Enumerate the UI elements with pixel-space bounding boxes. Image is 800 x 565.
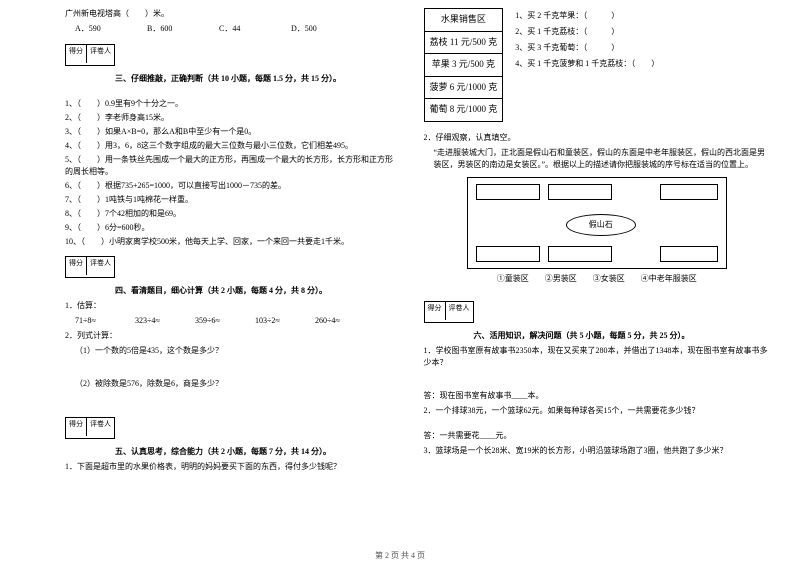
score-box-4: 得分 评卷人	[65, 256, 115, 278]
score-label: 得分	[66, 45, 87, 63]
section-5-title: 五、认真思考，综合能力（共 2 小题，每题 7 分，共 14 分）。	[65, 446, 331, 458]
fruit-row: 苹果 3 元/500 克	[424, 54, 503, 77]
tv-choices: A．590 B．600 C．44 D．500	[65, 23, 400, 35]
judge-list: 1、（ ）0.9里有9个十分之一。 2、（ ）李老师身高15米。 3、（ ）如果…	[65, 98, 400, 248]
sec6-q1: 1．学校图书室原有故事书2350本，现在又买来了280本，并借出了1348本，现…	[424, 345, 771, 369]
page-container: 广州新电视塔高（ ）米。 A．590 B．600 C．44 D．500 得分 评…	[0, 0, 800, 545]
buy-item: 3、买 3 千克葡萄：（ ）	[515, 40, 659, 56]
left-column: 广州新电视塔高（ ）米。 A．590 B．600 C．44 D．500 得分 评…	[65, 8, 418, 545]
zone-box	[548, 246, 612, 262]
tv-question: 广州新电视塔高（ ）米。	[65, 8, 400, 20]
estimate-row: 71÷8≈ 323÷4≈ 359÷6≈ 103÷2≈ 260÷4≈	[65, 315, 400, 327]
choice-d: D．500	[291, 23, 361, 35]
sec6-q3: 3．篮球场是一个长28米、宽19米的长方形，小明沿篮球场跑了3圈，他共跑了多少米…	[424, 445, 771, 457]
zone-box	[548, 184, 612, 200]
zone-box	[476, 184, 540, 200]
score-box-5: 得分 评卷人	[65, 417, 115, 439]
score-label: 得分	[66, 257, 87, 275]
judge-item: 5、（ ）用一条铁丝先围成一个最大的正方形，再围成一个最大的长方形，长方形和正方…	[65, 154, 400, 178]
judge-item: 2、（ ）李老师身高15米。	[65, 112, 400, 124]
score-label: 得分	[66, 418, 87, 436]
q2-intro: 2．仔细观察，认真填空。	[424, 132, 771, 144]
judge-item: 6、（ ）根据735+265=1000，可以直接写出1000－735的差。	[65, 180, 400, 192]
judge-item: 9、（ ）6分=600秒。	[65, 222, 400, 234]
buy-item: 1、买 2 千克苹果：（ ）	[515, 8, 659, 24]
judge-item: 7、（ ）1吨铁与1吨棉花一样重。	[65, 194, 400, 206]
layout-diagram: 假山石	[467, 177, 727, 269]
fruit-row: 荔枝 11 元/500 克	[424, 31, 503, 54]
page-footer: 第 2 页 共 4 页	[0, 550, 800, 561]
zone-box	[660, 246, 718, 262]
calc-item: 103÷2≈	[255, 315, 313, 327]
section-4-title: 四、看清题目，细心计算（共 2 小题，每题 4 分，共 8 分）。	[65, 285, 327, 297]
calc-item: 359÷6≈	[195, 315, 253, 327]
judge-item: 8、（ ）7个42相加的和是69。	[65, 208, 400, 220]
judge-item: 3、（ ）如果A×B=0，那么A和B中至少有一个是0。	[65, 126, 400, 138]
rock-label: 假山石	[566, 214, 636, 236]
calc-item: 323÷4≈	[135, 315, 193, 327]
fruit-buy-list: 1、买 2 千克苹果：（ ） 2、买 1 千克荔枝：（ ） 3、买 3 千克葡萄…	[515, 8, 659, 72]
score-box-3: 得分 评卷人	[65, 44, 115, 66]
sec5-q1: 1．下面是超市里的水果价格表，明明的妈妈要买下面的东西，得付多少钱呢？	[65, 461, 400, 473]
section-3-title: 三、仔细推敲，正确判断（共 10 小题，每题 1.5 分，共 15 分）。	[65, 73, 341, 85]
calc-item: 260÷4≈	[315, 315, 373, 327]
estimate-label: 1．估算：	[65, 300, 400, 312]
fruit-price-table: 水果销售区 荔枝 11 元/500 克 苹果 3 元/500 克 菠萝 6 元/…	[424, 8, 504, 122]
calc-q2: （2）被除数是576，除数是6，商是多少？	[65, 378, 400, 390]
judge-item: 1、（ ）0.9里有9个十分之一。	[65, 98, 400, 110]
score-label: 得分	[425, 302, 446, 320]
zone-box	[660, 184, 718, 200]
sec6-a2: 答：一共需要花____元。	[424, 430, 771, 442]
grader-label: 评卷人	[445, 302, 473, 320]
fruit-row: 菠萝 6 元/1000 克	[424, 76, 503, 99]
column-calc-label: 2．列式计算：	[65, 330, 400, 342]
sec6-q2: 2．一个排球38元，一个篮球62元。如果每种球各买15个，一共需要花多少钱？	[424, 405, 771, 417]
score-box-6: 得分 评卷人	[424, 301, 474, 323]
fruit-header: 水果销售区	[424, 9, 503, 32]
section-6-title: 六、活用知识，解决问题（共 5 小题，每题 5 分，共 25 分）。	[424, 330, 690, 342]
q2-text: “走进服装城大门，正北面是假山石和童装区，假山的东面是中老年服装区，假山的西北面…	[424, 147, 771, 171]
grader-label: 评卷人	[87, 257, 115, 275]
sec6-a1: 答：现在图书室有故事书____本。	[424, 390, 771, 402]
calc-q1: （1）一个数的5倍是435，这个数是多少？	[65, 345, 400, 357]
choice-a: A．590	[75, 23, 145, 35]
judge-item: 4、（ ）用3，6，8这三个数字组成的最大三位数与最小三位数，它们相差495。	[65, 140, 400, 152]
diagram-legend: ①童装区 ②男装区 ③女装区 ④中老年服装区	[424, 273, 771, 285]
right-column: 水果销售区 荔枝 11 元/500 克 苹果 3 元/500 克 菠萝 6 元/…	[418, 8, 771, 545]
fruit-row: 葡萄 8 元/1000 克	[424, 99, 503, 122]
grader-label: 评卷人	[87, 418, 115, 436]
judge-item: 10、（ ）小明家离学校500米，他每天上学、回家，一个来回一共要走1千米。	[65, 236, 400, 248]
buy-item: 2、买 1 千克荔枝：（ ）	[515, 24, 659, 40]
choice-b: B．600	[147, 23, 217, 35]
grader-label: 评卷人	[87, 45, 115, 63]
buy-item: 4、买 1 千克菠萝和 1 千克荔枝：（ ）	[515, 56, 659, 72]
calc-item: 71÷8≈	[75, 315, 133, 327]
choice-c: C．44	[219, 23, 289, 35]
zone-box	[476, 246, 540, 262]
